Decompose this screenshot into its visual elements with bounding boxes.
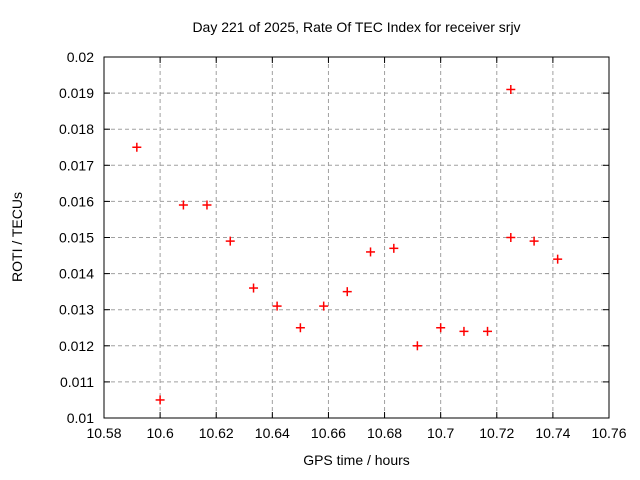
y-tick-label: 0.019	[59, 85, 94, 101]
y-tick-label: 0.016	[59, 193, 94, 209]
x-tick-label: 10.64	[255, 425, 290, 441]
x-tick-label: 10.66	[311, 425, 346, 441]
x-tick-label: 10.72	[479, 425, 514, 441]
y-tick-label: 0.018	[59, 121, 94, 137]
data-point-marker	[459, 326, 469, 336]
data-point-marker	[553, 254, 563, 264]
x-tick-label: 10.58	[86, 425, 121, 441]
y-tick-label: 0.02	[67, 49, 94, 65]
data-point-marker	[178, 200, 188, 210]
x-tick-label: 10.76	[591, 425, 626, 441]
y-tick-label: 0.017	[59, 157, 94, 173]
data-point-marker	[295, 323, 305, 333]
y-tick-label: 0.012	[59, 338, 94, 354]
x-tick-label: 10.7	[427, 425, 454, 441]
chart-title: Day 221 of 2025, Rate Of TEC Index for r…	[192, 19, 521, 35]
data-point-marker	[483, 326, 493, 336]
data-point-marker	[506, 233, 516, 242]
data-point-marker	[506, 84, 516, 94]
data-point-marker	[272, 301, 282, 311]
data-point-marker	[249, 283, 259, 293]
data-point-marker	[342, 287, 352, 297]
y-tick-label: 0.011	[60, 374, 94, 390]
data-point-marker	[155, 395, 165, 405]
data-point-marker	[202, 200, 212, 210]
data-point-marker	[412, 341, 422, 351]
x-axis-label: GPS time / hours	[303, 452, 410, 468]
y-tick-label: 0.01	[67, 410, 94, 426]
data-point-marker	[436, 323, 446, 333]
x-tick-label: 10.6	[146, 425, 173, 441]
data-point-marker	[319, 301, 329, 311]
x-tick-label: 10.74	[535, 425, 570, 441]
y-tick-label: 0.015	[59, 230, 94, 246]
data-point-marker	[389, 243, 399, 253]
data-point-marker	[529, 236, 539, 246]
data-point-marker	[132, 142, 142, 152]
x-tick-label: 10.68	[367, 425, 402, 441]
data-point-marker	[366, 247, 376, 257]
y-tick-label: 0.013	[59, 302, 94, 318]
data-point-marker	[225, 236, 235, 246]
y-tick-label: 0.014	[59, 266, 94, 282]
x-tick-label: 10.62	[199, 425, 234, 441]
